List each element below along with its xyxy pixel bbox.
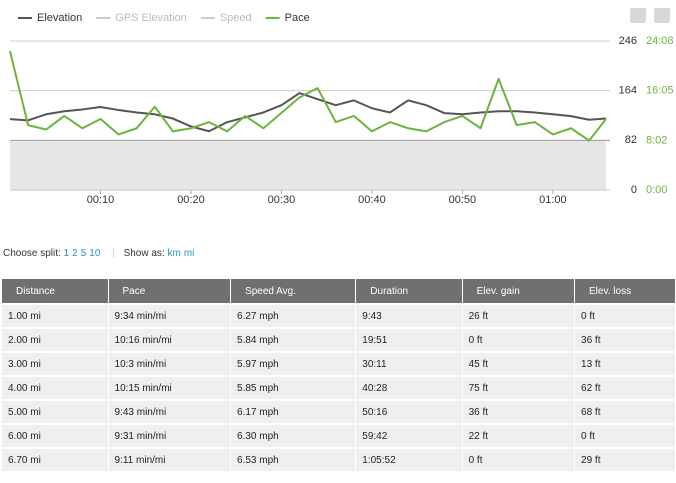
table-cell: 1:05:52 — [355, 447, 463, 471]
y-tick-label: 246 — [619, 35, 637, 47]
table-cell: 0 ft — [462, 327, 576, 352]
print-button[interactable] — [630, 8, 646, 23]
table-cell: 9:31 min/mi — [108, 423, 232, 448]
table-cell: 6.00 mi — [2, 423, 109, 448]
chart: 0 82 164 246 0:00 8:02 16:05 24:08 00:10 00:20 00:… — [9, 8, 674, 206]
table-cell: 2.00 mi — [2, 327, 109, 352]
table-row: 6.70 mi 9:11 min/mi 6.53 mph 1:05:52 0 ft 29 … — [2, 447, 676, 471]
series-line — [9, 50, 607, 142]
table-cell: 10:16 min/mi — [108, 327, 232, 352]
y2-tick-label: 0:00 — [646, 184, 667, 196]
table-cell: 5.85 mph — [230, 375, 357, 400]
header-row: Distance Pace Speed Avg. Duration Elev. gain… — [2, 279, 676, 304]
x-tick-label: 00:40 — [358, 194, 386, 206]
table-row: 2.00 mi 10:16 min/mi 5.84 mph 19:51 0 ft 36 f… — [2, 327, 676, 352]
y2-tick-label: 8:02 — [646, 134, 667, 146]
series-line — [9, 92, 607, 133]
table-row: 5.00 mi 9:43 min/mi 6.17 mph 50:16 36 ft 68 f… — [2, 399, 676, 424]
table-cell: 5.00 mi — [2, 399, 109, 424]
column-header: Distance — [2, 279, 109, 304]
table-cell: 10:3 min/mi — [108, 351, 232, 376]
column-header: Elev. gain — [462, 279, 576, 304]
legend-entry[interactable]: Elevation — [37, 12, 82, 24]
table-cell: 29 ft — [574, 447, 676, 471]
table-row: 6.00 mi 9:31 min/mi 6.30 mph 59:42 22 ft 0 ft — [2, 423, 676, 448]
table-cell: 4.00 mi — [2, 375, 109, 400]
table-row: 4.00 mi 10:15 min/mi 5.85 mph 40:28 75 ft 62 … — [2, 375, 676, 400]
table-cell: 13 ft — [574, 351, 676, 376]
table-cell: 3.00 mi — [2, 351, 109, 376]
table-cell: 62 ft — [574, 375, 676, 400]
table-cell: 75 ft — [462, 375, 576, 400]
table-cell: 6.17 mph — [230, 399, 357, 424]
table-cell: 6.30 mph — [230, 423, 357, 448]
table-cell: 1.00 mi — [2, 303, 109, 328]
legend-entry[interactable]: Pace — [285, 12, 310, 24]
column-header: Duration — [355, 279, 463, 304]
table-cell: 9:43 min/mi — [108, 399, 232, 424]
y-tick-label: 164 — [619, 85, 637, 97]
split-bar: Choose split: 1 2 5 10 | Show as: km mi — [3, 248, 195, 259]
splits-table: Distance Pace Speed Avg. Duration Elev. gain… — [2, 279, 676, 471]
table-cell: 30:11 — [355, 351, 463, 376]
split-option[interactable]: 1 — [63, 248, 70, 259]
split-label: Choose split: — [3, 248, 61, 259]
table-cell: 50:16 — [355, 399, 463, 424]
table-cell: 36 ft — [574, 327, 676, 352]
y2-tick-label: 24:08 — [646, 35, 674, 47]
table-cell: 5.97 mph — [230, 351, 357, 376]
table-cell: 19:51 — [355, 327, 463, 352]
plot-band — [10, 141, 606, 190]
y-tick-label: 0 — [631, 184, 637, 196]
legend-entry[interactable]: GPS Elevation — [115, 12, 187, 24]
column-header: Elev. loss — [574, 279, 676, 304]
table-cell: 0 ft — [462, 447, 576, 471]
table-cell: 9:34 min/mi — [108, 303, 232, 328]
table-cell: 10:15 min/mi — [108, 375, 232, 400]
unit-option[interactable]: mi — [183, 248, 195, 259]
column-header: Speed Avg. — [230, 279, 357, 304]
table-cell: 6.70 mi — [2, 447, 109, 471]
table-cell: 9:11 min/mi — [108, 447, 232, 471]
table-cell: 9:43 — [355, 303, 463, 328]
table-cell: 6.53 mph — [230, 447, 357, 471]
table-cell: 26 ft — [462, 303, 576, 328]
table-cell: 22 ft — [462, 423, 576, 448]
table-cell: 68 ft — [574, 399, 676, 424]
x-tick-label: 00:50 — [449, 194, 477, 206]
legend-entry[interactable]: Speed — [220, 12, 252, 24]
column-header: Pace — [108, 279, 232, 304]
download-button[interactable] — [654, 8, 670, 23]
table-cell: 40:28 — [355, 375, 463, 400]
x-tick-label: 01:00 — [539, 194, 567, 206]
split-option[interactable]: 5 — [80, 248, 87, 259]
table-cell: 59:42 — [355, 423, 463, 448]
table-row: 1.00 mi 9:34 min/mi 6.27 mph 9:43 26 ft 0 ft — [2, 303, 676, 328]
unit-option[interactable]: km — [167, 248, 181, 259]
table-cell: 6.27 mph — [230, 303, 357, 328]
x-tick-label: 00:10 — [87, 194, 115, 206]
x-tick-label: 00:30 — [268, 194, 296, 206]
table-row: 3.00 mi 10:3 min/mi 5.97 mph 30:11 45 ft 13 f… — [2, 351, 676, 376]
show-label: Show as: — [123, 248, 165, 259]
table-cell: 36 ft — [462, 399, 576, 424]
y2-tick-label: 16:05 — [646, 85, 674, 97]
table-cell: 5.84 mph — [230, 327, 357, 352]
split-option[interactable]: 10 — [89, 248, 101, 259]
split-option[interactable]: 2 — [72, 248, 78, 259]
table-cell: 0 ft — [574, 423, 676, 448]
y-tick-label: 82 — [625, 134, 637, 146]
x-tick-label: 00:20 — [177, 194, 205, 206]
table-cell: 45 ft — [462, 351, 576, 376]
table-cell: 0 ft — [574, 303, 676, 328]
